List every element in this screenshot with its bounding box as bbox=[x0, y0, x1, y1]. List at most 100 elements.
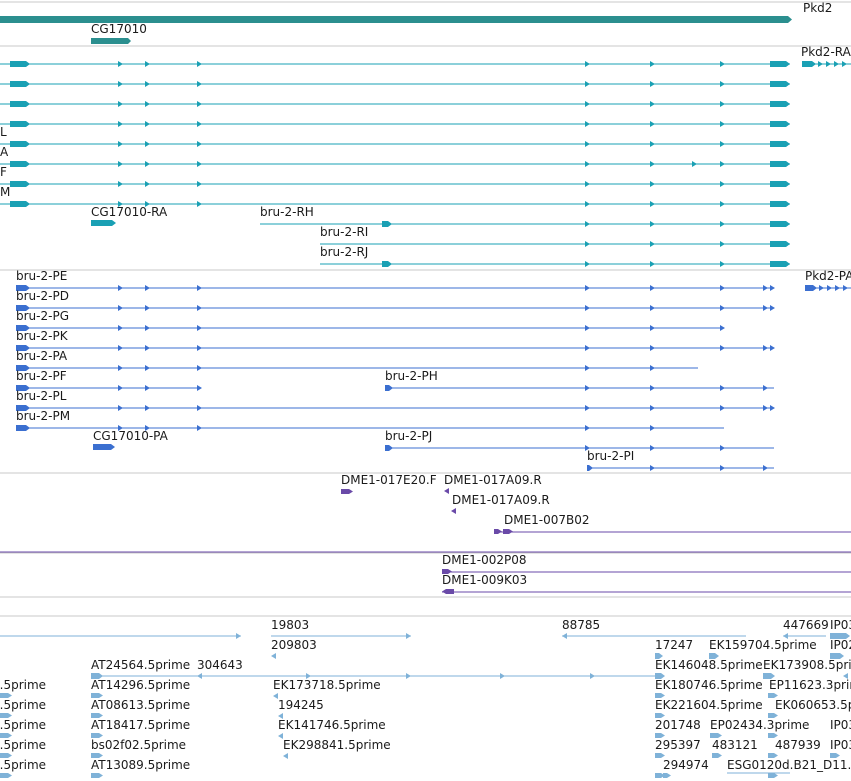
feature-label-pkd2[interactable]: Pkd2 bbox=[803, 1, 832, 15]
cdna-block[interactable] bbox=[91, 693, 103, 698]
transcript-exon[interactable] bbox=[10, 201, 30, 207]
feature-label-c-ek060653[interactable]: EK060653.5prime bbox=[775, 698, 851, 712]
feature-label-tr-cut-3[interactable]: F bbox=[0, 165, 7, 179]
cdna-block[interactable] bbox=[768, 693, 778, 698]
transcript-exon[interactable] bbox=[770, 221, 790, 227]
feature-label-bru2-pf[interactable]: bru-2-PF bbox=[16, 369, 67, 383]
cdna-block[interactable] bbox=[710, 733, 722, 738]
feature-label-c-at24564[interactable]: AT24564.5prime bbox=[91, 658, 190, 672]
cdna-block[interactable] bbox=[663, 773, 671, 778]
feature-label-dme1-017a09r-a[interactable]: DME1-017A09.R bbox=[444, 473, 542, 487]
feature-label-c-at18417[interactable]: AT18417.5prime bbox=[91, 718, 190, 732]
feature-label-c-483121[interactable]: 483121 bbox=[712, 738, 758, 752]
feature-label-dme1-017e20f[interactable]: DME1-017E20.F bbox=[341, 473, 437, 487]
protein-exon[interactable] bbox=[16, 345, 30, 351]
feature-label-c-cut-3prime-b[interactable]: 3.5prime bbox=[0, 758, 46, 772]
cdna-block[interactable] bbox=[830, 633, 850, 639]
feature-label-bru2-pi[interactable]: bru-2-PI bbox=[587, 449, 634, 463]
feature-label-c-19803[interactable]: 19803 bbox=[271, 618, 309, 632]
protein-exon[interactable] bbox=[16, 405, 30, 411]
protein-exon[interactable] bbox=[16, 425, 30, 431]
feature-label-c-194245[interactable]: 194245 bbox=[278, 698, 324, 712]
transcript-exon[interactable] bbox=[10, 181, 30, 187]
transcript-exon[interactable] bbox=[382, 261, 392, 267]
feature-label-c-17247[interactable]: 17247 bbox=[655, 638, 693, 652]
transcript-exon[interactable] bbox=[770, 161, 790, 167]
cdna-block[interactable] bbox=[655, 733, 665, 738]
protein-cg17010-pa[interactable] bbox=[93, 444, 115, 450]
feature-label-c-cut-3prime[interactable]: 3.5prime bbox=[0, 718, 46, 732]
feature-label-pkd2-pa[interactable]: Pkd2-PA bbox=[805, 269, 851, 283]
cdna-block[interactable] bbox=[655, 653, 663, 659]
feature-label-bru2-pj[interactable]: bru-2-PJ bbox=[385, 429, 432, 443]
feature-label-bru2-pk[interactable]: bru-2-PK bbox=[16, 329, 69, 343]
cdna-block[interactable] bbox=[91, 673, 103, 679]
protein-exon[interactable] bbox=[385, 385, 393, 391]
feature-label-dme1-017a09r-b[interactable]: DME1-017A09.R bbox=[452, 493, 550, 507]
feature-label-c-ek298841[interactable]: EK298841.5prime bbox=[283, 738, 391, 752]
feature-label-c-at14296[interactable]: AT14296.5prime bbox=[91, 678, 190, 692]
transcript-exon[interactable] bbox=[770, 101, 790, 107]
gene-cg17010-bar[interactable] bbox=[91, 38, 128, 44]
feature-label-c-294974[interactable]: 294974 bbox=[663, 758, 709, 772]
cdna-block[interactable] bbox=[655, 673, 665, 679]
feature-label-dme1-002p08[interactable]: DME1-002P08 bbox=[442, 553, 527, 567]
feature-label-bru2-pm[interactable]: bru-2-PM bbox=[16, 409, 70, 423]
feature-label-bru2-pa[interactable]: bru-2-PA bbox=[16, 349, 68, 363]
feature-label-c-ek180746[interactable]: EK180746.5prime bbox=[655, 678, 763, 692]
feature-label-c-88785[interactable]: 88785 bbox=[562, 618, 600, 632]
clone-dme1-007b02[interactable] bbox=[494, 529, 502, 534]
feature-label-cg17010-pa[interactable]: CG17010-PA bbox=[93, 429, 169, 443]
transcript-exon[interactable] bbox=[770, 201, 790, 207]
transcript-exon[interactable] bbox=[10, 121, 30, 127]
transcript-exon[interactable] bbox=[10, 141, 30, 147]
feature-label-c-at08613[interactable]: AT08613.5prime bbox=[91, 698, 190, 712]
transcript-exon[interactable] bbox=[10, 101, 30, 107]
clone-dme1-009k03[interactable] bbox=[442, 589, 454, 594]
cdna-block[interactable] bbox=[91, 753, 103, 758]
feature-label-c-esg0120[interactable]: ESG0120d.B21_D11.T7 bbox=[727, 758, 851, 772]
transcript-exon[interactable] bbox=[770, 121, 790, 127]
feature-label-c-bs02f02[interactable]: bs02f02.5prime bbox=[91, 738, 186, 752]
feature-label-dme1-009k03[interactable]: DME1-009K03 bbox=[442, 573, 527, 587]
feature-label-c-ip03c[interactable]: IP03 bbox=[830, 738, 851, 752]
transcript-exon[interactable] bbox=[770, 261, 790, 267]
feature-label-bru2-rh[interactable]: bru-2-RH bbox=[260, 205, 314, 219]
feature-label-c-at13089[interactable]: AT13089.5prime bbox=[91, 758, 190, 772]
transcript-exon[interactable] bbox=[770, 181, 790, 187]
feature-label-c-ek141746[interactable]: EK141746.5prime bbox=[278, 718, 386, 732]
feature-label-bru2-pd[interactable]: bru-2-PD bbox=[16, 289, 69, 303]
transcript-exon[interactable] bbox=[770, 241, 790, 247]
feature-label-c-295397[interactable]: 295397 bbox=[655, 738, 701, 752]
cdna-block[interactable] bbox=[655, 773, 665, 778]
feature-label-c-ep11623[interactable]: EP11623.3prime bbox=[769, 678, 851, 692]
feature-label-bru2-pl[interactable]: bru-2-PL bbox=[16, 389, 67, 403]
cdna-block[interactable] bbox=[763, 673, 775, 679]
feature-label-cg17010[interactable]: CG17010 bbox=[91, 22, 147, 36]
feature-label-c-ek173718[interactable]: EK173718.5prime bbox=[273, 678, 381, 692]
cdna-block[interactable] bbox=[768, 753, 778, 758]
feature-label-bru2-pe[interactable]: bru-2-PE bbox=[16, 269, 67, 283]
feature-label-tr-cut-4[interactable]: M bbox=[0, 185, 10, 199]
feature-label-c-201748[interactable]: 201748 bbox=[655, 718, 701, 732]
feature-label-c-ek221604[interactable]: EK221604.5prime bbox=[655, 698, 763, 712]
protein-exon[interactable] bbox=[16, 325, 30, 331]
clone-dme1-007b02[interactable] bbox=[503, 529, 513, 534]
cdna-block[interactable] bbox=[0, 753, 12, 758]
feature-label-bru2-ri[interactable]: bru-2-RI bbox=[320, 225, 368, 239]
transcript-exon[interactable] bbox=[10, 161, 30, 167]
feature-label-dme1-007b02[interactable]: DME1-007B02 bbox=[504, 513, 590, 527]
feature-label-c-cut-5prime[interactable]: 5.5prime bbox=[0, 678, 46, 692]
feature-label-c-ek173908[interactable]: EK173908.5prime bbox=[763, 658, 851, 672]
feature-label-tr-cut-2[interactable]: A bbox=[0, 145, 9, 159]
clone-dme1-002p08[interactable] bbox=[442, 569, 452, 574]
feature-label-bru2-ph[interactable]: bru-2-PH bbox=[385, 369, 438, 383]
transcript-cg17010-ra[interactable] bbox=[91, 220, 116, 226]
clone-dme1-017e20f[interactable] bbox=[341, 489, 353, 494]
cdna-block[interactable] bbox=[655, 693, 665, 698]
cdna-block[interactable] bbox=[655, 753, 665, 758]
cdna-block[interactable] bbox=[655, 713, 665, 718]
feature-label-tr-cut-1[interactable]: L bbox=[0, 125, 7, 139]
protein-exon[interactable] bbox=[16, 385, 30, 391]
